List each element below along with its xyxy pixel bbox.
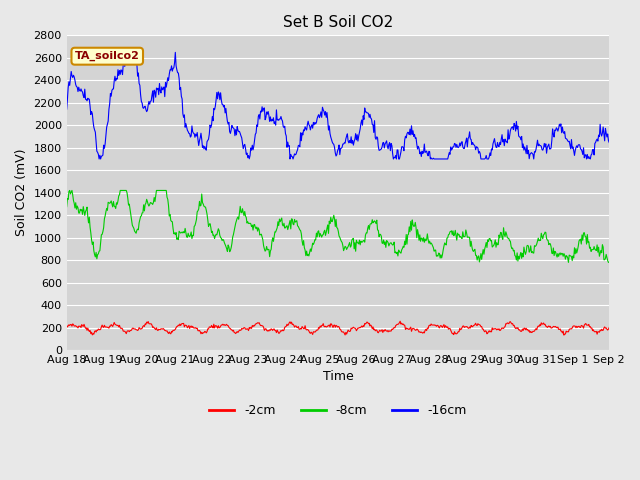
Legend: -2cm, -8cm, -16cm: -2cm, -8cm, -16cm: [204, 399, 472, 422]
Y-axis label: Soil CO2 (mV): Soil CO2 (mV): [15, 149, 28, 237]
Title: Set B Soil CO2: Set B Soil CO2: [283, 15, 393, 30]
X-axis label: Time: Time: [323, 371, 353, 384]
Text: TA_soilco2: TA_soilco2: [75, 51, 140, 61]
